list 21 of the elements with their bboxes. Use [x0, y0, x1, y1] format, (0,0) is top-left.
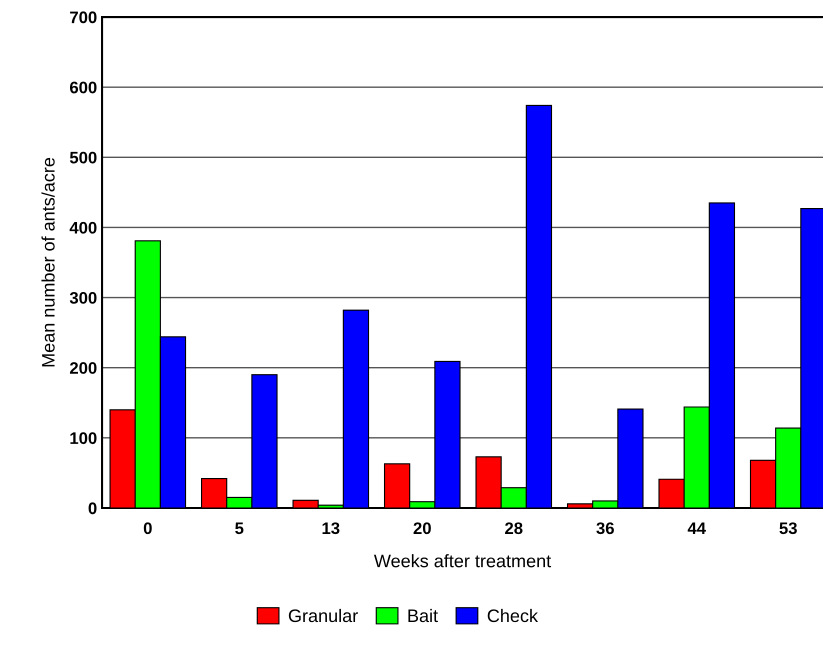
x-tick-label: 36 — [596, 522, 614, 534]
y-tick-label: 600 — [70, 82, 97, 94]
x-tick-label: 53 — [779, 522, 797, 534]
y-tick-label: 400 — [70, 222, 97, 234]
legend-label: Check — [488, 608, 538, 622]
y-tick-label: 300 — [70, 292, 97, 304]
legend-label: Bait — [408, 608, 438, 622]
y-tick-label: 100 — [70, 432, 97, 444]
x-tick-label: 44 — [688, 522, 706, 534]
x-tick-label: 5 — [235, 522, 244, 534]
y-axis-title: Mean number of ants/acre — [41, 158, 55, 366]
y-tick-label: 0 — [88, 502, 97, 514]
x-tick-label: 20 — [414, 522, 431, 534]
y-tick-label: 700 — [70, 11, 97, 24]
x-tick-label: 28 — [505, 522, 523, 534]
legend-label: Granular — [288, 608, 358, 622]
x-axis-title: Weeks after treatment — [374, 554, 552, 568]
x-tick-label: 0 — [144, 522, 152, 534]
y-tick-label: 500 — [70, 152, 97, 164]
x-tick-label: 13 — [322, 522, 340, 534]
y-tick-label: 200 — [70, 362, 97, 374]
